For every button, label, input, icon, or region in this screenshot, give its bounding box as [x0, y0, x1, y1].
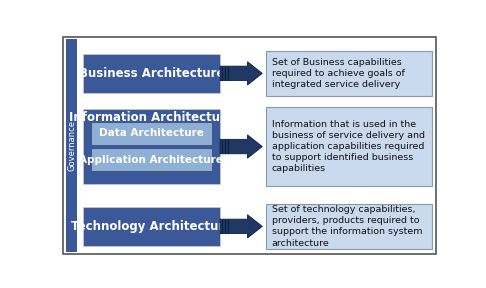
FancyBboxPatch shape: [92, 123, 210, 144]
Text: Governance: Governance: [67, 120, 76, 171]
FancyBboxPatch shape: [83, 207, 220, 246]
FancyBboxPatch shape: [83, 54, 220, 93]
FancyBboxPatch shape: [83, 109, 220, 184]
Polygon shape: [220, 135, 262, 158]
FancyBboxPatch shape: [266, 107, 432, 186]
Text: Business Architecture: Business Architecture: [79, 67, 224, 80]
Text: Data Architecture: Data Architecture: [99, 128, 204, 138]
Polygon shape: [220, 62, 262, 85]
FancyBboxPatch shape: [266, 51, 432, 96]
Text: Set of Business capabilities
required to achieve goals of
integrated service del: Set of Business capabilities required to…: [272, 58, 404, 89]
FancyBboxPatch shape: [63, 37, 435, 254]
FancyBboxPatch shape: [67, 39, 77, 252]
Text: Information Architecture: Information Architecture: [69, 111, 234, 124]
Text: Technology Architecture: Technology Architecture: [70, 220, 232, 233]
Text: Information that is used in the
business of service delivery and
application cap: Information that is used in the business…: [272, 120, 425, 173]
Text: Application Architecture: Application Architecture: [79, 155, 223, 165]
FancyBboxPatch shape: [92, 149, 210, 170]
Polygon shape: [220, 215, 262, 238]
FancyBboxPatch shape: [266, 204, 432, 249]
Text: Set of technology capabilities,
providers, products required to
support the info: Set of technology capabilities, provider…: [272, 205, 422, 247]
